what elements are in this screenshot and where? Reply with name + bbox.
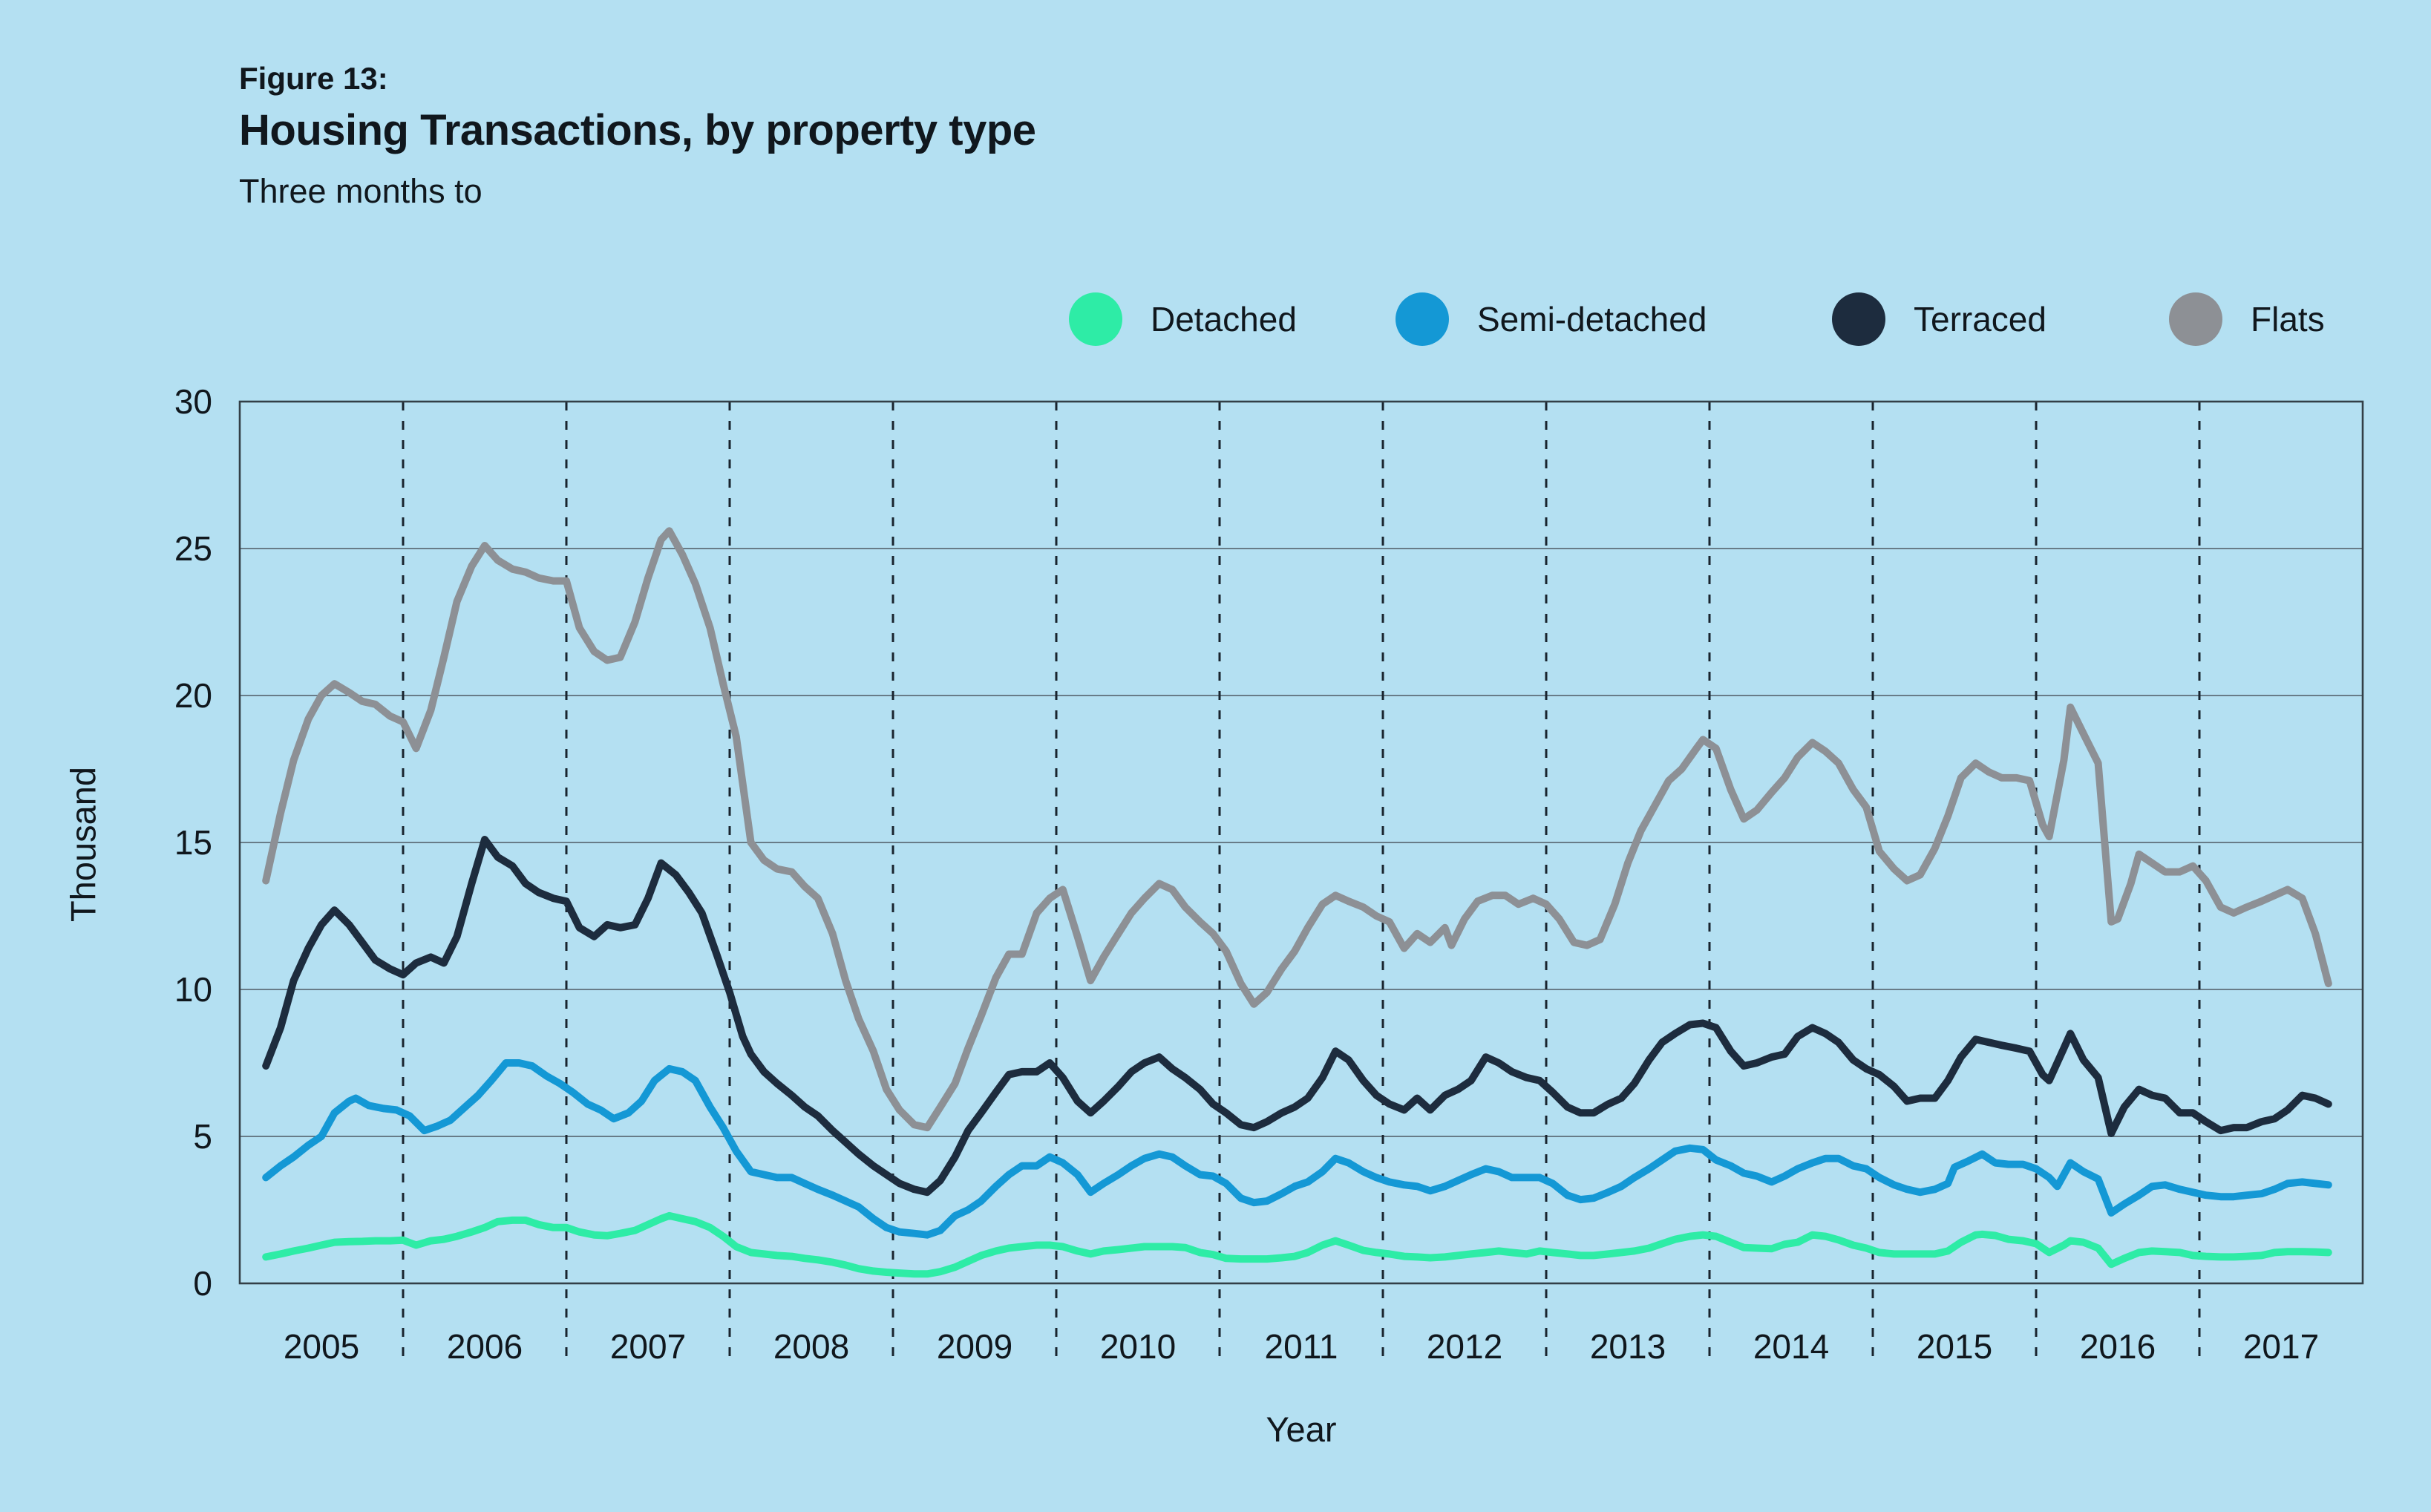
y-tick-label-20: 20 (174, 676, 212, 715)
legend-item-terraced: Terraced (1832, 286, 2046, 353)
y-tick-label-25: 25 (174, 529, 212, 568)
flats-legend-dot-icon (2169, 292, 2222, 346)
y-tick-label-15: 15 (174, 823, 212, 862)
terraced-legend-dot-icon (1832, 292, 1885, 346)
semi-detached-legend-dot-icon (1396, 292, 1449, 346)
series-line-terraced (262, 836, 2332, 1197)
x-tick-label-2014: 2014 (1753, 1327, 1829, 1366)
x-tick-label-2010: 2010 (1100, 1327, 1176, 1366)
x-tick-label-2016: 2016 (2080, 1327, 2156, 1366)
series-line-semi-detached (262, 1059, 2332, 1239)
page-subtitle: Three months to (239, 172, 482, 210)
y-tick-label-10: 10 (174, 970, 212, 1009)
legend-label: Detached (1151, 300, 1297, 338)
x-tick-label-2013: 2013 (1590, 1327, 1666, 1366)
series-line-detached (262, 1211, 2332, 1278)
x-tick-label-2011: 2011 (1265, 1327, 1338, 1366)
x-tick-label-2006: 2006 (447, 1327, 523, 1366)
series-line-flats (262, 527, 2332, 1132)
page-title: Housing Transactions, by property type (239, 106, 1036, 154)
legend: Detached Semi-detached Terraced Flats (0, 286, 2431, 353)
y-tick-label-30: 30 (174, 382, 212, 421)
x-axis-title: Year (1266, 1410, 1337, 1449)
legend-label: Semi-detached (1477, 300, 1707, 338)
x-tick-label-2015: 2015 (1917, 1327, 1992, 1366)
legend-label: Terraced (1914, 300, 2046, 338)
x-tick-label-2009: 2009 (937, 1327, 1012, 1366)
x-tick-label-2008: 2008 (773, 1327, 849, 1366)
x-tick-label-2017: 2017 (2243, 1327, 2319, 1366)
x-tick-label-2007: 2007 (610, 1327, 686, 1366)
legend-item-flats: Flats (2169, 286, 2325, 353)
x-tick-label-2012: 2012 (1427, 1327, 1502, 1366)
legend-item-semi-detached: Semi-detached (1396, 286, 1707, 353)
x-tick-label-2005: 2005 (284, 1327, 359, 1366)
detached-legend-dot-icon (1069, 292, 1122, 346)
plot-border (238, 400, 2364, 1285)
y-tick-label-5: 5 (193, 1117, 212, 1156)
y-tick-label-0: 0 (193, 1264, 212, 1303)
legend-item-detached: Detached (1069, 286, 1297, 353)
legend-label: Flats (2251, 300, 2325, 338)
figure-label: Figure 13: (239, 61, 388, 96)
